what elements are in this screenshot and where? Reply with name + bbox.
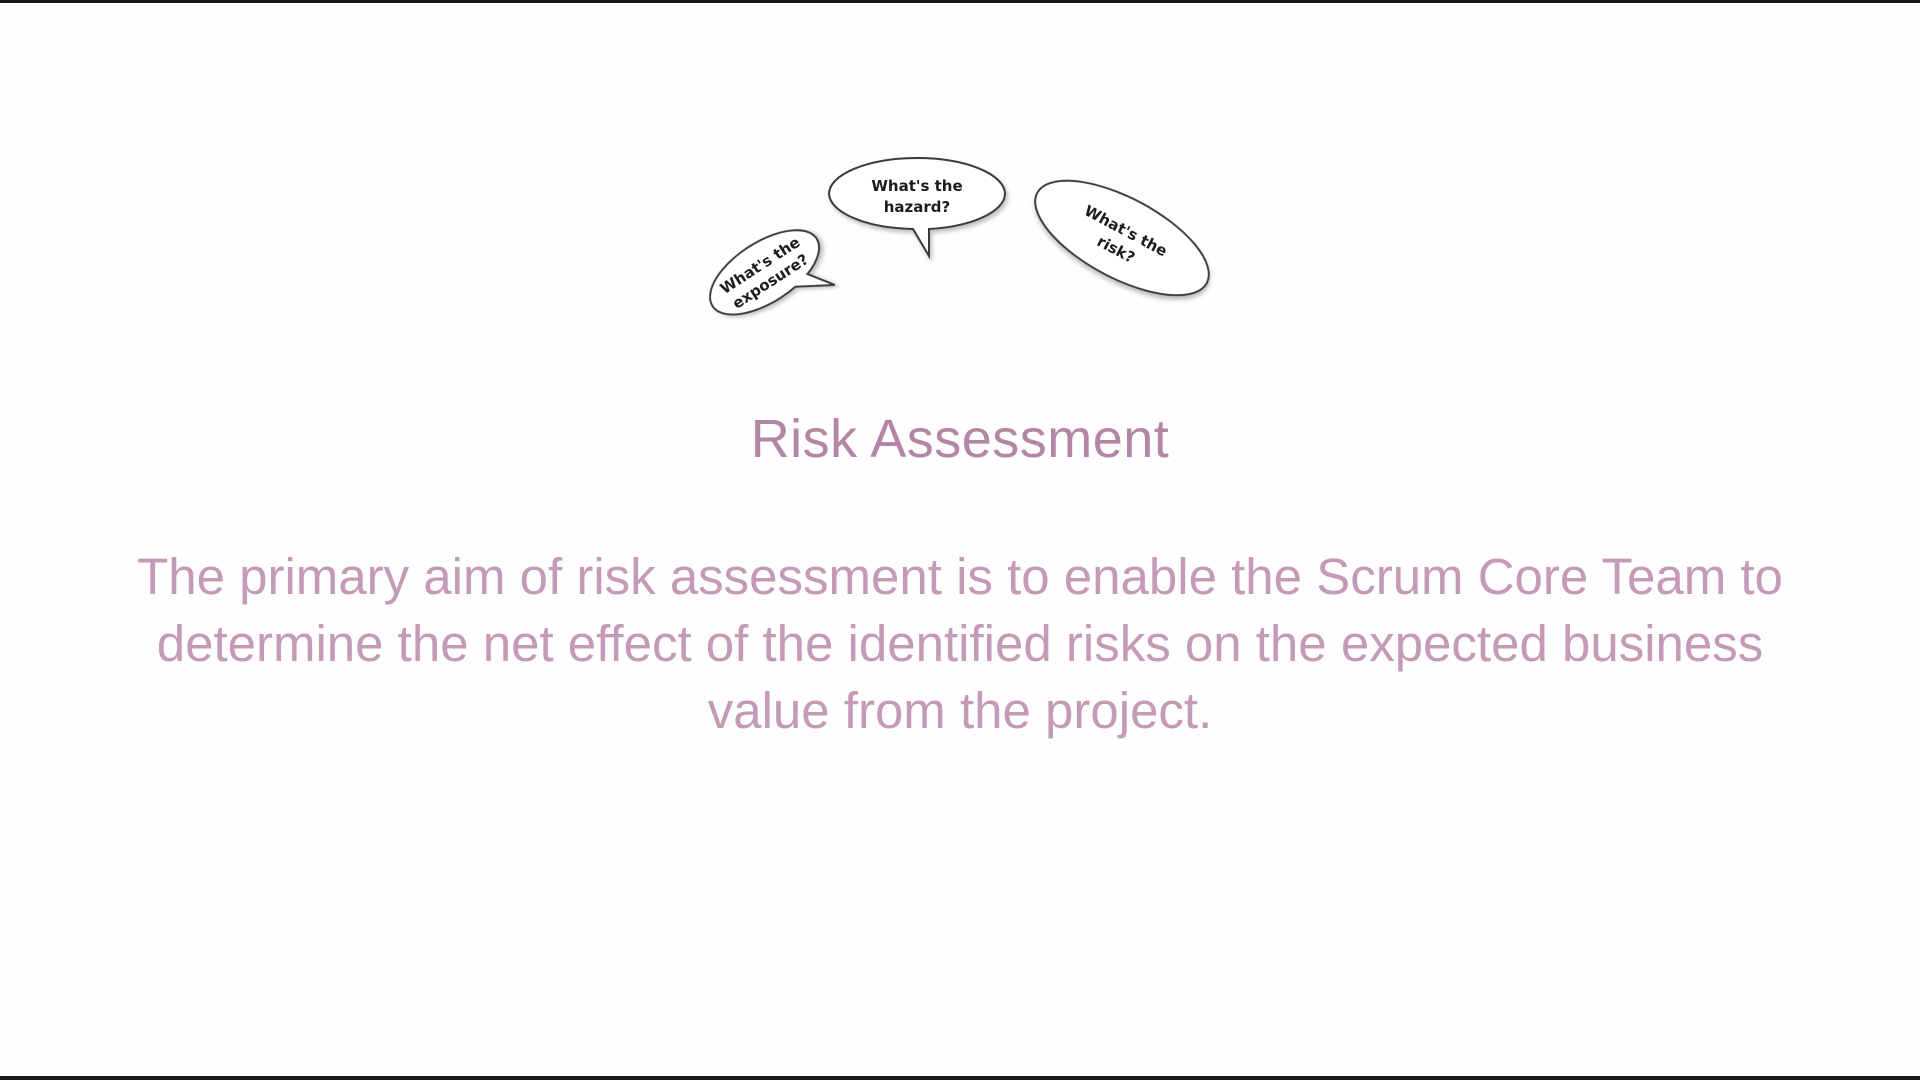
bubble-exposure: What's the exposure? [709,229,836,316]
bubble-hazard: What's the hazard? [827,157,1007,260]
speech-bubbles-svg: What's the exposure? What's the hazard? … [709,157,1210,316]
bubble-risk-shape [1034,179,1210,297]
slide-title: Risk Assessment [750,409,1170,469]
bubble-risk: What's the risk? [1034,179,1210,297]
slide-body-text: The primary aim of risk assessment is to… [137,548,1783,739]
bubble-hazard-shape [827,157,1007,260]
bubble-exposure-shape [709,229,836,316]
bubble-hazard-line2: hazard? [884,198,951,216]
speech-bubbles-illustration: What's the exposure? What's the hazard? … [690,148,1230,348]
slide: What's the exposure? What's the hazard? … [0,3,1920,1076]
bubble-hazard-line1: What's the [871,177,962,195]
